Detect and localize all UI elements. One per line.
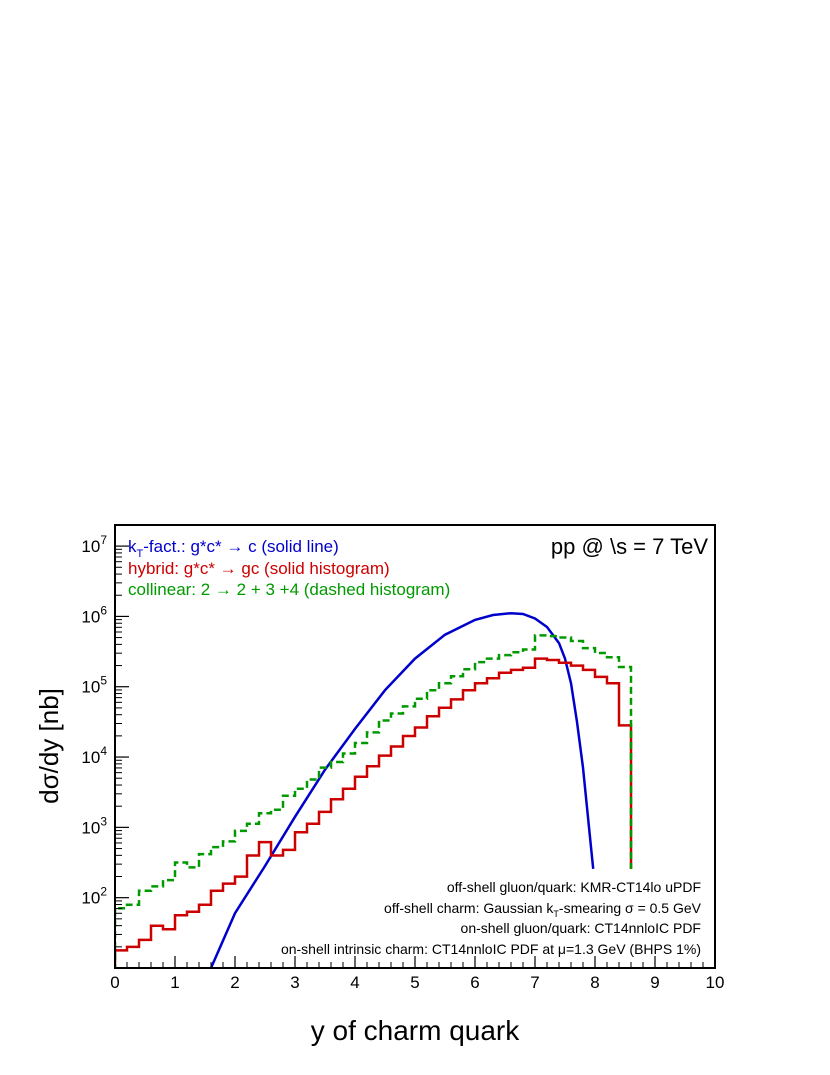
y-tick-label: 107	[81, 533, 107, 556]
y-tick-label: 106	[81, 603, 107, 626]
note-3: on-shell gluon/quark: CT14nnloIC PDF	[461, 920, 701, 936]
axes-layer: 0 1 2 3 4 5 6 7 8 9 10 102 103 104 105 106 107	[81, 533, 724, 992]
curves-layer	[115, 611, 633, 968]
x-tick-label: 1	[170, 973, 179, 992]
x-tick-label: 6	[470, 973, 479, 992]
legend-kt-text: -fact.: g*c* → c (solid line)	[143, 537, 339, 556]
y-axis-title: dσ/dy [nb]	[34, 688, 64, 804]
series-kt	[209, 611, 595, 968]
energy-label: pp @ \s = 7 TeV	[551, 534, 708, 559]
legend-hybrid: hybrid: g*c* → gc (solid histogram)	[128, 559, 390, 578]
y-tick-label: 103	[81, 814, 107, 837]
notes-block: off-shell gluon/quark: KMR-CT14lo uPDF o…	[281, 879, 702, 957]
series-collinear	[115, 634, 633, 968]
x-tick-label: 8	[590, 973, 599, 992]
y-tick-label: 105	[81, 674, 107, 697]
x-tick-label: 2	[230, 973, 239, 992]
note-2: off-shell charm: Gaussian kT-smearing σ …	[384, 900, 702, 919]
x-tick-label: 10	[706, 973, 725, 992]
legend-kt: kT-fact.: g*c* → c (solid line)	[128, 537, 339, 560]
y-tick-label: 104	[81, 744, 107, 767]
legend-collinear: collinear: 2 → 2 + 3 +4 (dashed histogra…	[128, 580, 450, 599]
note-4: on-shell intrinsic charm: CT14nnloIC PDF…	[281, 941, 701, 957]
x-tick-label: 4	[350, 973, 359, 992]
y-tick-label: 102	[81, 885, 107, 908]
x-tick-label: 9	[650, 973, 659, 992]
series-hybrid	[115, 657, 633, 968]
x-tick-label: 5	[410, 973, 419, 992]
x-tick-label: 7	[530, 973, 539, 992]
x-tick-label: 0	[110, 973, 119, 992]
curves-clip	[115, 611, 633, 968]
x-axis-title: y of charm quark	[311, 1015, 521, 1046]
x-tick-label: 3	[290, 973, 299, 992]
note-1: off-shell gluon/quark: KMR-CT14lo uPDF	[447, 879, 701, 895]
